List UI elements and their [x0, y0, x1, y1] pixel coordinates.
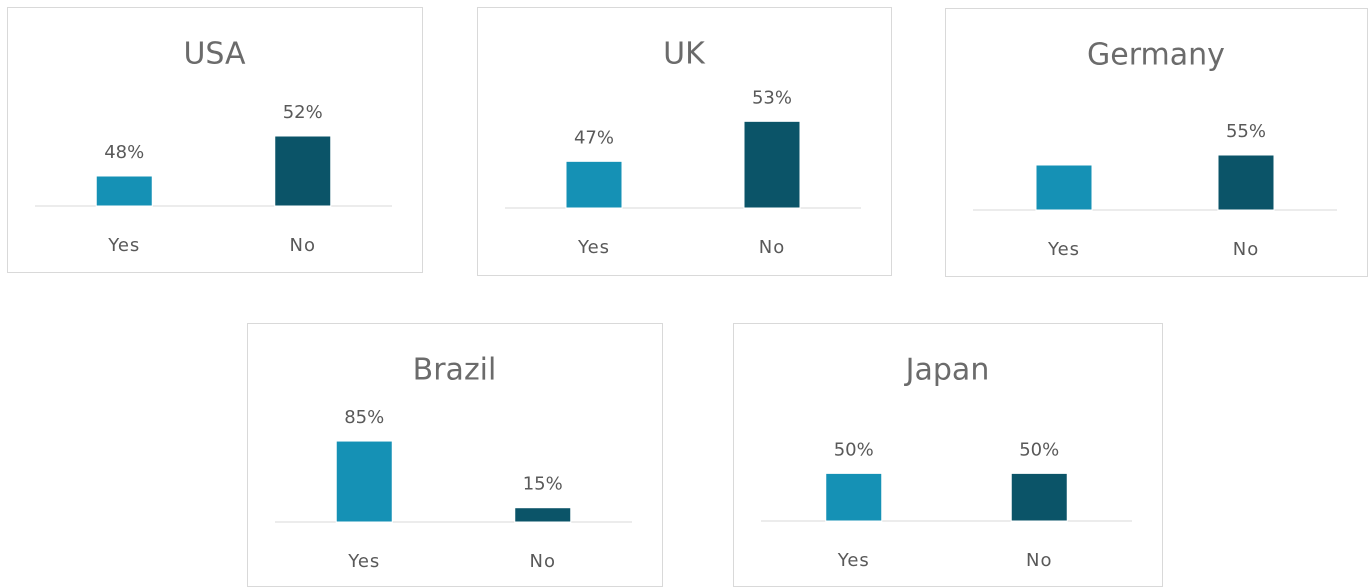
- x-tick-label: No: [290, 235, 316, 256]
- x-tick-label: Yes: [577, 237, 610, 258]
- x-tick-label: Yes: [107, 235, 140, 256]
- chart-title: UK: [663, 37, 706, 72]
- data-label: 47%: [574, 127, 614, 148]
- x-tick-label: Yes: [347, 551, 380, 572]
- chart-title: Germany: [1087, 38, 1225, 73]
- bar: [1217, 154, 1275, 211]
- bar: [1010, 472, 1068, 522]
- data-label: 52%: [283, 102, 323, 123]
- bar: [274, 135, 332, 207]
- panel: [247, 323, 663, 587]
- data-label: 85%: [344, 407, 384, 428]
- bar: [825, 472, 883, 522]
- chart-title: Brazil: [413, 353, 497, 388]
- x-tick-label: No: [530, 551, 556, 572]
- chart-title: Japan: [904, 353, 990, 388]
- bar: [1035, 164, 1093, 211]
- panel: [7, 7, 423, 273]
- x-tick-label: Yes: [1047, 239, 1080, 260]
- bar: [565, 160, 623, 209]
- chart-title: USA: [183, 37, 246, 72]
- bar: [95, 175, 153, 207]
- panel: [477, 7, 892, 276]
- bar: [743, 120, 801, 209]
- x-tick-label: Yes: [837, 550, 870, 571]
- data-label: 48%: [104, 142, 144, 163]
- panel: [945, 8, 1368, 277]
- data-label: 15%: [523, 474, 563, 495]
- x-tick-label: No: [759, 237, 785, 258]
- data-label: 50%: [1019, 439, 1059, 460]
- data-label: 53%: [752, 87, 792, 108]
- x-tick-label: No: [1026, 550, 1052, 571]
- panel: [733, 323, 1163, 587]
- x-tick-label: No: [1233, 239, 1259, 260]
- bar: [514, 507, 572, 523]
- data-label: 55%: [1226, 121, 1266, 142]
- bar: [335, 440, 393, 523]
- data-label: 50%: [834, 439, 874, 460]
